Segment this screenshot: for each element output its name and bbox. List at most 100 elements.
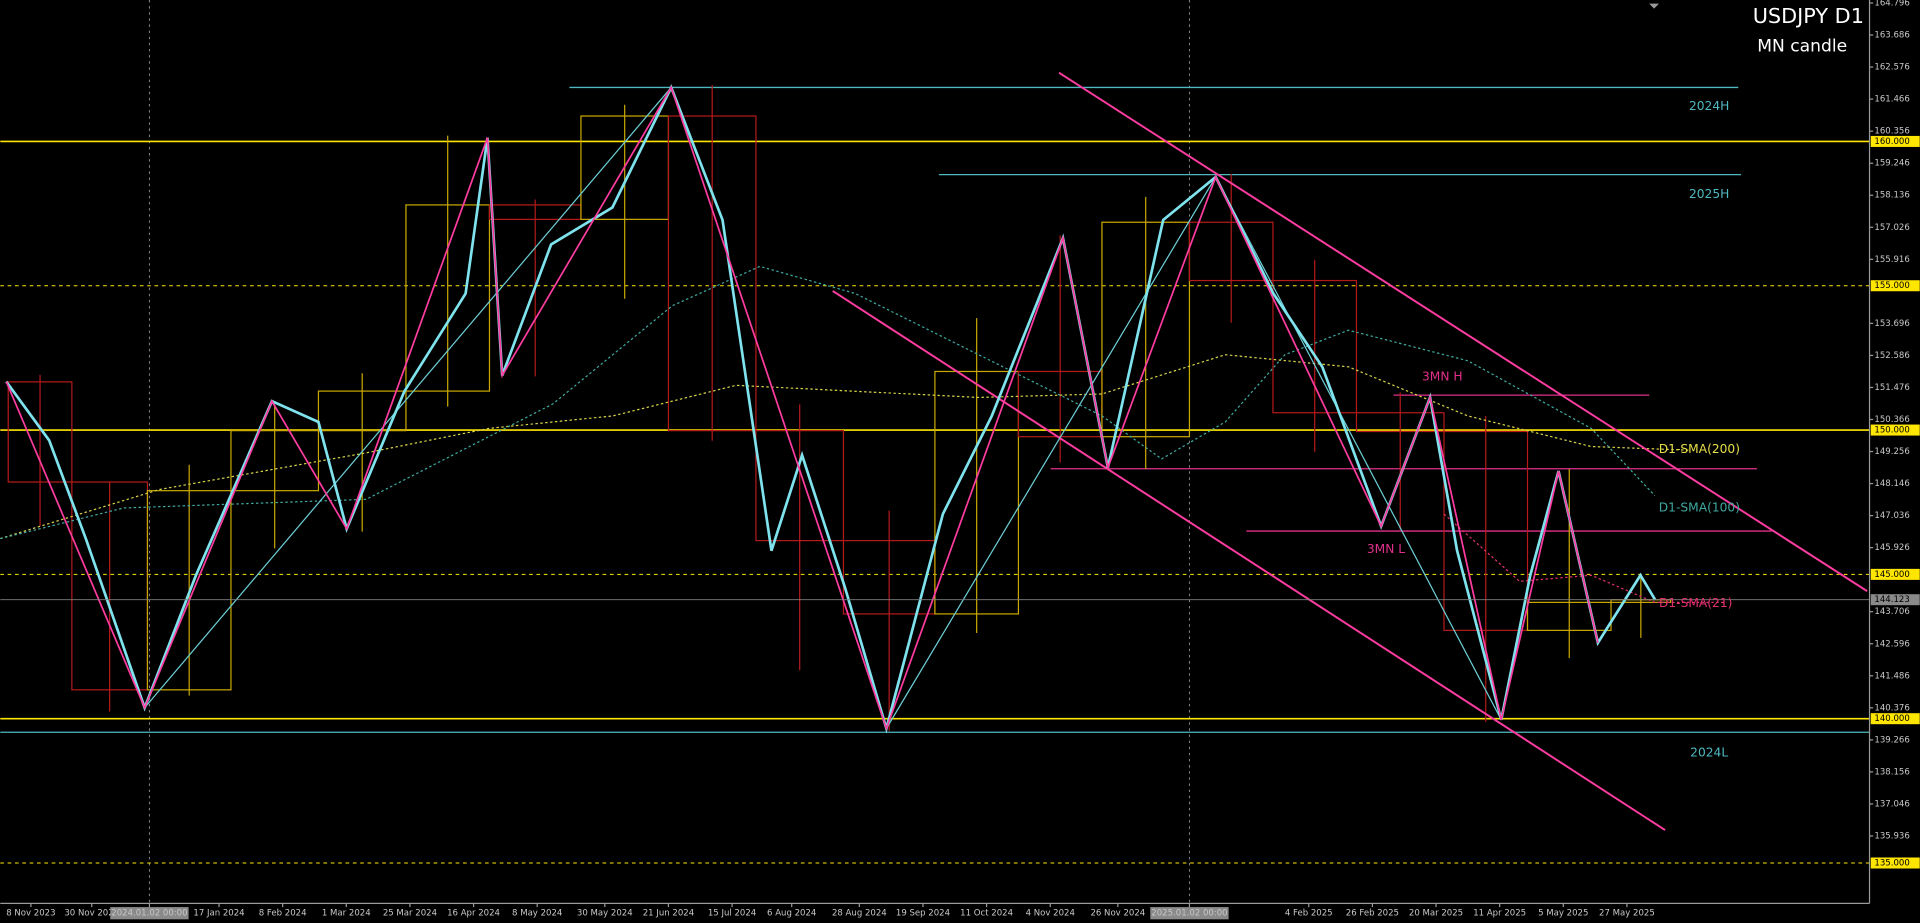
current-price-label: 144.123 — [1874, 595, 1909, 605]
x-tick-label: 26 Feb 2025 — [1346, 909, 1399, 919]
level-tag-label: 135.000 — [1874, 859, 1909, 869]
y-tick-label: 148.146 — [1874, 479, 1909, 489]
trend-line — [885, 176, 1217, 729]
y-tick-label: 149.256 — [1874, 447, 1909, 457]
x-tick-label: 4 Nov 2024 — [1026, 909, 1075, 919]
x-tick-label: 30 May 2024 — [577, 909, 633, 919]
level-tag-label: 160.000 — [1874, 137, 1909, 147]
level-tag — [1870, 713, 1920, 725]
y-tick-label: 147.036 — [1874, 511, 1909, 521]
y-tick-label: 162.576 — [1874, 63, 1909, 73]
candle-body — [230, 430, 320, 492]
y-tick-label: 150.366 — [1874, 415, 1909, 425]
candle-body — [1355, 412, 1445, 433]
x-tick-label: 8 Nov 2023 — [6, 909, 55, 919]
trend-line — [144, 87, 672, 709]
level-tag — [1870, 135, 1920, 147]
y-tick-label: 163.686 — [1874, 31, 1909, 41]
x-tick-label: 17 Jan 2024 — [193, 909, 244, 919]
y-tick-label: 141.486 — [1874, 671, 1909, 681]
level-label: 2024H — [1689, 99, 1729, 113]
level-tag-label: 140.000 — [1874, 714, 1909, 724]
level-tag — [1870, 568, 1920, 580]
candle-body — [1272, 279, 1358, 414]
zigzag-line — [5, 85, 1599, 732]
candle-body — [1526, 601, 1612, 631]
x-tick-label: 21 Jun 2024 — [643, 909, 694, 919]
x-tick-label: 8 May 2024 — [512, 909, 562, 919]
x-tick-label: 16 Apr 2024 — [447, 909, 500, 919]
level-tag — [1870, 280, 1920, 292]
candle-body — [1101, 221, 1191, 438]
trend-line — [1058, 71, 1868, 592]
y-tick-label: 145.926 — [1874, 543, 1909, 553]
x-tick-label: 11 Oct 2024 — [960, 909, 1013, 919]
y-tick-label: 160.356 — [1874, 127, 1909, 137]
x-tick-highlight — [1150, 907, 1229, 920]
candle-body — [1188, 221, 1274, 282]
level-label: 3MN L — [1367, 542, 1405, 556]
y-tick-label: 151.476 — [1874, 383, 1909, 393]
level-label: 2024L — [1690, 745, 1728, 759]
x-tick-label: 1 Mar 2024 — [322, 909, 371, 919]
chart-subtitle: MN candle — [1757, 37, 1847, 57]
x-tick-label: 11 Apr 2025 — [1473, 909, 1526, 919]
sma-line — [1443, 513, 1727, 603]
candle-body — [317, 390, 407, 432]
sma-label: D1-SMA(200) — [1659, 442, 1740, 456]
trend-line — [1215, 176, 1502, 721]
shift-marker — [1649, 3, 1659, 9]
x-tick-label: 4 Feb 2025 — [1285, 909, 1333, 919]
y-tick-label: 158.136 — [1874, 191, 1909, 201]
x-tick-label: 25 Mar 2024 — [383, 909, 437, 919]
x-tick-label: 27 May 2025 — [1599, 909, 1655, 919]
x-tick-label: 26 Nov 2024 — [1090, 909, 1145, 919]
y-tick-label: 164.796 — [1874, 0, 1909, 9]
plot-area — [0, 0, 1870, 904]
y-tick-label: 137.046 — [1874, 799, 1909, 809]
y-tick-label: 157.026 — [1874, 223, 1909, 233]
sma-label: D1-SMA(21) — [1659, 596, 1732, 610]
y-tick-label: 161.466 — [1874, 95, 1909, 105]
candle-body — [934, 370, 1020, 615]
x-tick-label: 20 Mar 2025 — [1409, 909, 1463, 919]
candle-body — [146, 490, 232, 691]
y-tick-label: 143.706 — [1874, 607, 1909, 617]
y-tick-label: 138.156 — [1874, 767, 1909, 777]
x-tick-label: 2025.01.02 00:00 — [1151, 909, 1227, 919]
candle-body — [405, 204, 491, 392]
candle-body — [755, 430, 845, 542]
current-price-tag — [1870, 594, 1920, 606]
y-tick-label: 139.266 — [1874, 735, 1909, 745]
x-tick-label: 2024.01.02 00:00 — [111, 909, 187, 919]
candle-body — [1443, 430, 1529, 631]
x-tick-label: 19 Sep 2024 — [896, 909, 950, 919]
trend-line — [832, 290, 1666, 831]
x-tick-label: 6 Aug 2024 — [767, 909, 816, 919]
candle-body — [667, 115, 757, 432]
level-label: 2025H — [1689, 187, 1729, 201]
x-tick-label: 30 Nov 2023 — [64, 909, 119, 919]
level-tag-label: 155.000 — [1874, 281, 1909, 291]
level-tag-label: 145.000 — [1874, 570, 1909, 580]
y-tick-label: 142.596 — [1874, 639, 1909, 649]
x-tick-label: 8 Feb 2024 — [259, 909, 307, 919]
level-tag — [1870, 857, 1920, 869]
level-label: 3MN H — [1422, 370, 1463, 384]
y-tick-label: 153.696 — [1874, 319, 1909, 329]
sma-label: D1-SMA(100) — [1659, 501, 1740, 515]
x-tick-label: 28 Aug 2024 — [832, 909, 887, 919]
y-tick-label: 152.586 — [1874, 351, 1909, 361]
sma-line — [0, 354, 1691, 540]
y-tick-label: 159.246 — [1874, 159, 1909, 169]
y-tick-label: 140.376 — [1874, 703, 1909, 713]
level-tag — [1870, 424, 1920, 436]
candle-body — [7, 381, 73, 483]
level-tag-label: 150.000 — [1874, 426, 1909, 436]
chart-title: USDJPY D1 — [1753, 4, 1864, 28]
price-line — [5, 84, 1657, 734]
y-tick-label: 135.936 — [1874, 831, 1909, 841]
x-tick-highlight — [110, 907, 189, 920]
